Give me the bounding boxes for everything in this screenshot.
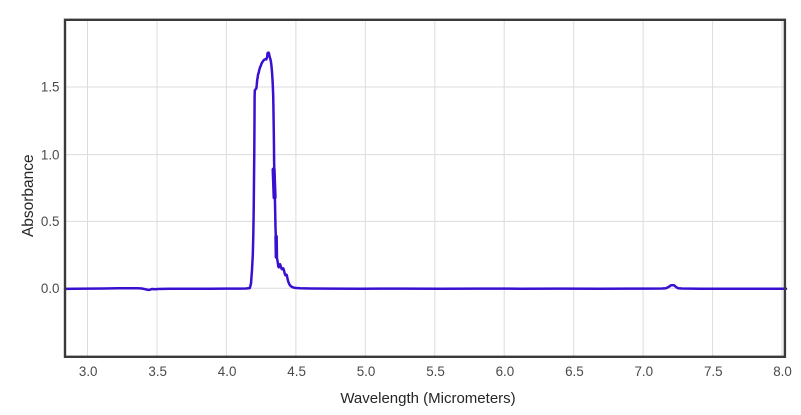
svg-text:4.5: 4.5 (287, 364, 306, 379)
svg-text:3.0: 3.0 (79, 364, 98, 379)
svg-text:7.0: 7.0 (634, 364, 653, 379)
svg-text:4.0: 4.0 (218, 364, 237, 379)
svg-text:Wavelength (Micrometers): Wavelength (Micrometers) (340, 390, 515, 407)
svg-text:6.0: 6.0 (496, 364, 515, 379)
svg-text:0.0: 0.0 (41, 281, 60, 296)
svg-text:1.5: 1.5 (41, 80, 60, 95)
svg-text:3.5: 3.5 (148, 364, 167, 379)
svg-text:5.0: 5.0 (357, 364, 376, 379)
svg-text:0.5: 0.5 (41, 214, 60, 229)
svg-text:6.5: 6.5 (565, 364, 584, 379)
svg-text:Absorbance: Absorbance (20, 154, 37, 237)
svg-text:7.5: 7.5 (704, 364, 723, 379)
svg-text:5.5: 5.5 (426, 364, 445, 379)
svg-text:1.0: 1.0 (41, 147, 60, 162)
svg-text:8.0: 8.0 (773, 364, 792, 379)
